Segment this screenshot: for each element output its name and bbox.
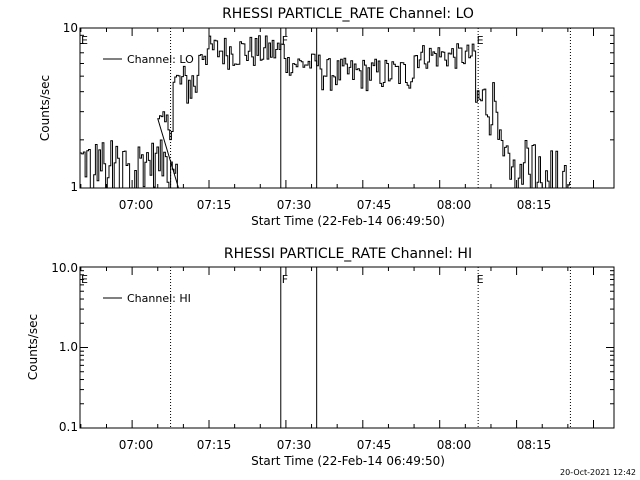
flag-label-hi: E [81, 273, 88, 286]
x-tick-label-lo-0730: 07:30 [277, 198, 312, 212]
y-tick-label-hi-10: 10.0 [51, 261, 78, 275]
y-axis-label-hi: Counts/sec [26, 314, 40, 380]
flag-label-lo: E [81, 34, 88, 47]
chart-title-hi: RHESSI PARTICLE_RATE Channel: HI [224, 246, 472, 262]
flag-label-lo: F [282, 34, 288, 47]
y-tick-label-hi-1: 1.0 [59, 340, 78, 354]
x-tick-label-hi-0745: 07:45 [357, 438, 392, 452]
x-tick-label-hi-0800: 08:00 [437, 438, 472, 452]
x-axis-label-hi: Start Time (22-Feb-14 06:49:50) [251, 454, 445, 468]
x-tick-label-lo-0815: 08:15 [517, 198, 552, 212]
series-line-lo [80, 35, 571, 189]
x-tick-label-lo-0700: 07:00 [119, 198, 154, 212]
x-tick-label-lo-0715: 07:15 [197, 198, 232, 212]
x-tick-label-hi-0730: 07:30 [277, 438, 312, 452]
footer-timestamp: 20-Oct-2021 12:42 [560, 468, 636, 477]
flag-label-hi: F [282, 273, 288, 286]
x-tick-labels-lo: 07:00 07:15 07:30 07:45 08:00 08:15 [119, 198, 552, 212]
y-tick-label-lo-10: 10 [63, 21, 78, 35]
legend-label-hi: Channel: HI [127, 292, 191, 305]
x-tick-label-hi-0700: 07:00 [119, 438, 154, 452]
x-tick-label-hi-0815: 08:15 [517, 438, 552, 452]
flag-label-lo: E [477, 34, 484, 47]
flag-label-hi: E [477, 273, 484, 286]
x-tick-labels-hi: 07:00 07:15 07:30 07:45 08:00 08:15 [119, 438, 552, 452]
x-axis-label-lo: Start Time (22-Feb-14 06:49:50) [251, 214, 445, 228]
y-tick-label-hi-01: 0.1 [59, 420, 78, 434]
legend-label-lo: Channel: LO [127, 53, 194, 66]
x-tick-label-hi-0715: 07:15 [197, 438, 232, 452]
plot-frame-lo [79, 27, 615, 189]
x-tick-label-lo-0745: 07:45 [357, 198, 392, 212]
x-tick-label-lo-0800: 08:00 [437, 198, 472, 212]
y-axis-label-lo: Counts/sec [38, 75, 52, 141]
y-tick-label-lo-1: 1 [70, 180, 78, 194]
chart-title-lo: RHESSI PARTICLE_RATE Channel: LO [222, 6, 474, 22]
